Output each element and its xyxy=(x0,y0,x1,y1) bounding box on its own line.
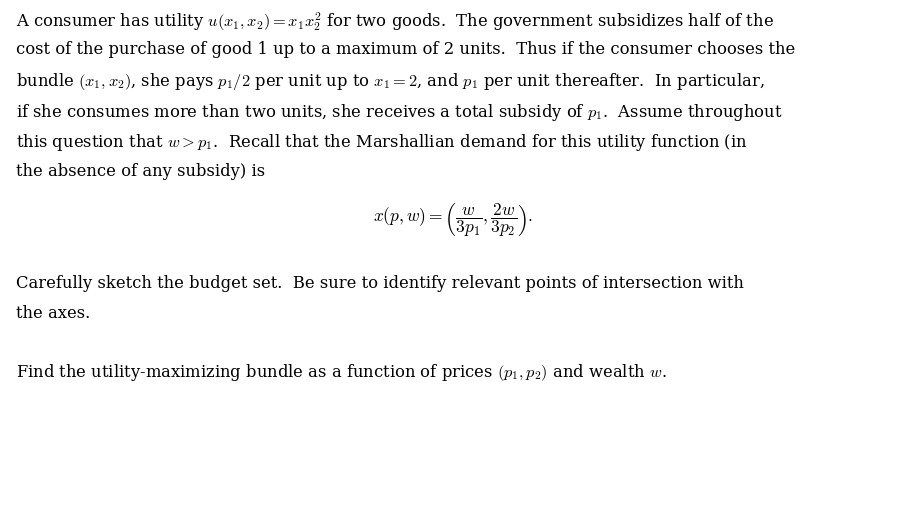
Text: the absence of any subsidy) is: the absence of any subsidy) is xyxy=(16,163,265,180)
Text: the axes.: the axes. xyxy=(16,305,91,322)
Text: Carefully sketch the budget set.  Be sure to identify relevant points of interse: Carefully sketch the budget set. Be sure… xyxy=(16,275,744,292)
Text: A consumer has utility $u(x_1, x_2) = x_1 x_2^2$ for two goods.  The government : A consumer has utility $u(x_1, x_2) = x_… xyxy=(16,10,775,33)
Text: $x(p, w) = \left( \dfrac{w}{3p_1}, \dfrac{2w}{3p_2} \right).$: $x(p, w) = \left( \dfrac{w}{3p_1}, \dfra… xyxy=(372,201,534,239)
Text: bundle $(x_1, x_2)$, she pays $p_1/2$ per unit up to $x_1 = 2$, and $p_1$ per un: bundle $(x_1, x_2)$, she pays $p_1/2$ pe… xyxy=(16,71,765,92)
Text: this question that $w > p_1$.  Recall that the Marshallian demand for this utili: this question that $w > p_1$. Recall tha… xyxy=(16,132,747,153)
Text: Find the utility-maximizing bundle as a function of prices $(p_1, p_2)$ and weal: Find the utility-maximizing bundle as a … xyxy=(16,362,667,383)
Text: if she consumes more than two units, she receives a total subsidy of $p_1$.  Ass: if she consumes more than two units, she… xyxy=(16,102,783,122)
Text: cost of the purchase of good 1 up to a maximum of 2 units.  Thus if the consumer: cost of the purchase of good 1 up to a m… xyxy=(16,41,795,57)
